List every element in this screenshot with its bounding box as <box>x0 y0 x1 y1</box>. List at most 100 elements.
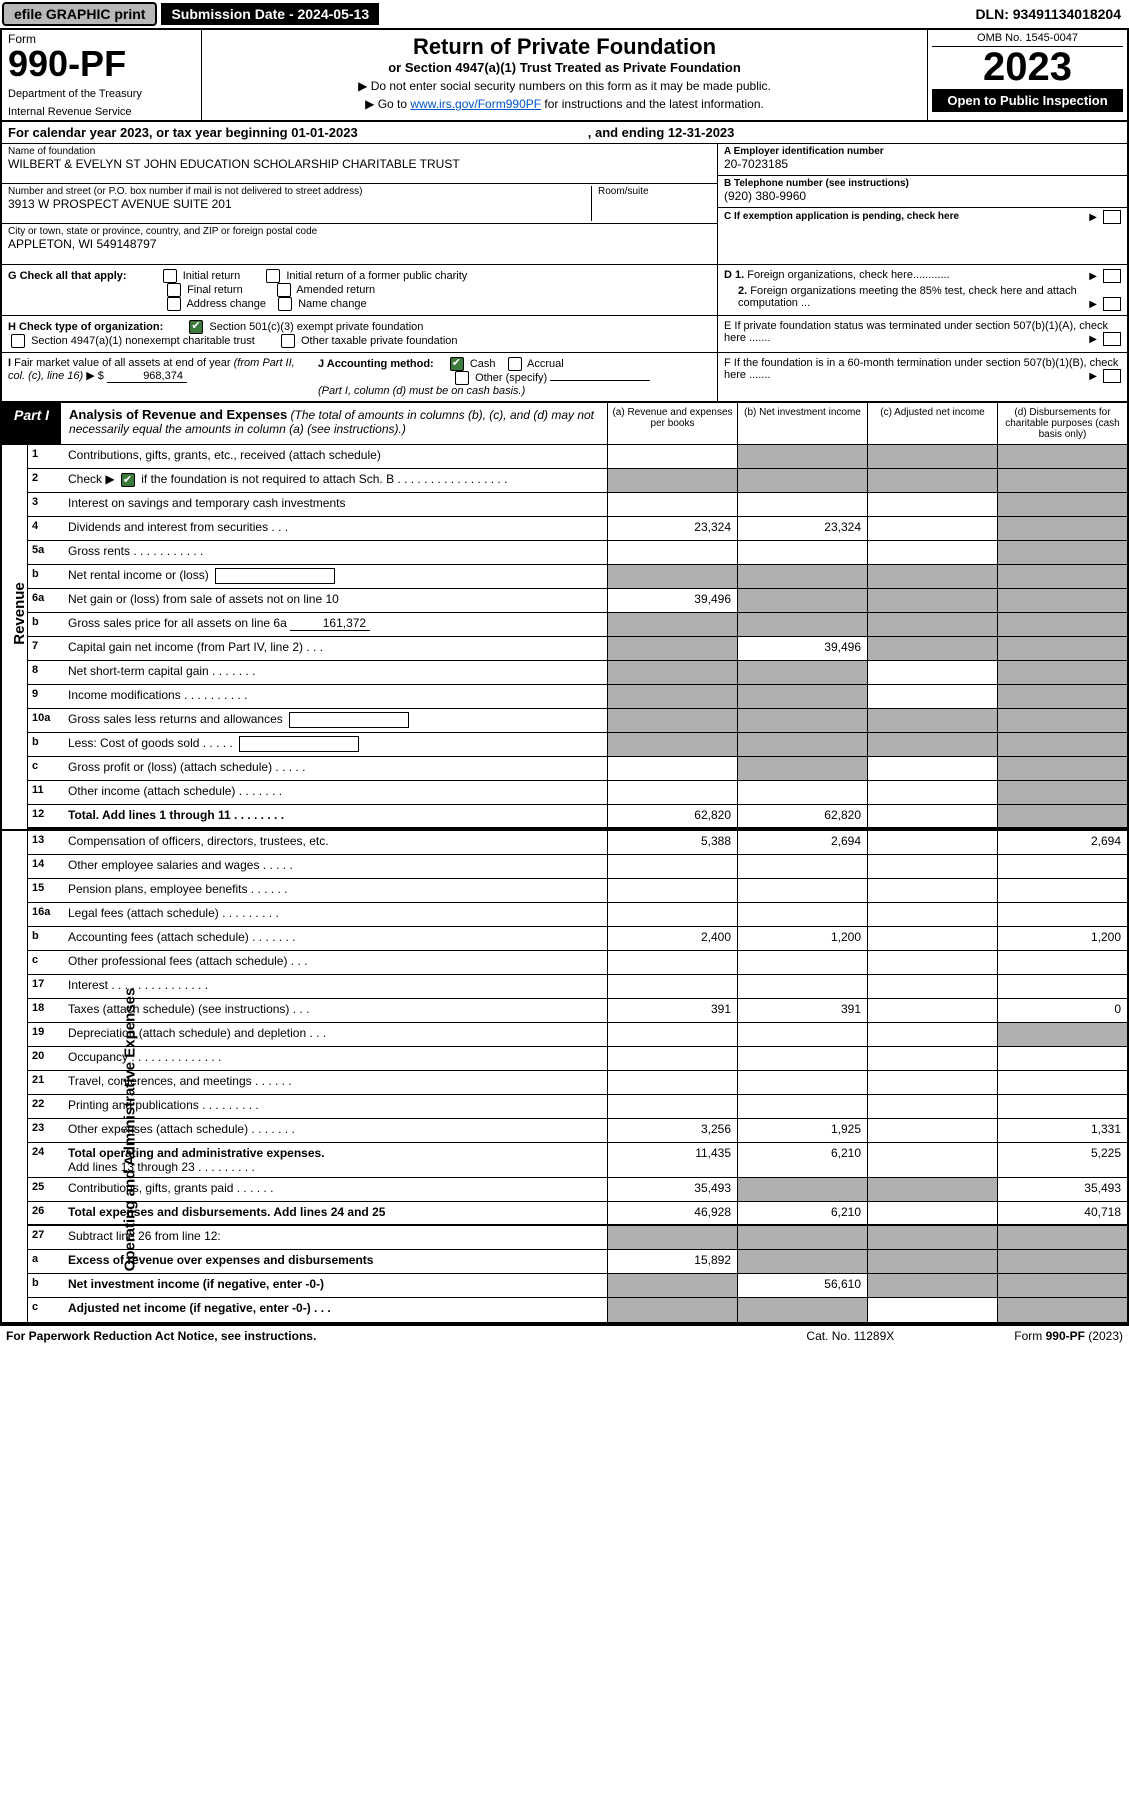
street-address: 3913 W PROSPECT AVENUE SUITE 201 <box>8 197 591 211</box>
line-10b: Less: Cost of goods sold . . . . . <box>64 733 607 756</box>
instr-1: ▶ Do not enter social security numbers o… <box>208 79 921 93</box>
ein-label: A Employer identification number <box>724 146 1121 157</box>
d1-checkbox[interactable] <box>1103 269 1121 283</box>
foundation-name: WILBERT & EVELYN ST JOHN EDUCATION SCHOL… <box>8 157 711 171</box>
room-label: Room/suite <box>598 186 711 197</box>
line-27: Subtract line 26 from line 12: <box>64 1226 607 1249</box>
line-16b: Accounting fees (attach schedule) . . . … <box>64 927 607 950</box>
j-note: (Part I, column (d) must be on cash basi… <box>318 385 525 397</box>
col-a-header: (a) Revenue and expenses per books <box>607 403 737 444</box>
submission-date: Submission Date - 2024-05-13 <box>161 3 379 25</box>
c-checkbox[interactable] <box>1103 210 1121 224</box>
tax-year: 2023 <box>932 47 1123 87</box>
tel-label: B Telephone number (see instructions) <box>724 178 1121 189</box>
line-23: Other expenses (attach schedule) . . . .… <box>64 1119 607 1142</box>
ein: 20-7023185 <box>724 157 1121 171</box>
irs: Internal Revenue Service <box>8 106 195 118</box>
addr-label: Number and street (or P.O. box number if… <box>8 186 591 197</box>
line-17: Interest . . . . . . . . . . . . . . . <box>64 975 607 998</box>
h-4947a1[interactable] <box>11 334 25 348</box>
line-20: Occupancy . . . . . . . . . . . . . . <box>64 1047 607 1070</box>
line-27b: Net investment income (if negative, ente… <box>64 1274 607 1297</box>
footer-form: Form 990-PF (2023) <box>1014 1329 1123 1343</box>
g-initial-former[interactable] <box>266 269 280 283</box>
j-accrual[interactable] <box>508 357 522 371</box>
calendar-year-text: For calendar year 2023, or tax year begi… <box>8 125 358 140</box>
line-15: Pension plans, employee benefits . . . .… <box>64 879 607 902</box>
g-address-change[interactable] <box>167 297 181 311</box>
line-27c: Adjusted net income (if negative, enter … <box>64 1298 607 1322</box>
city-state-zip: APPLETON, WI 549148797 <box>8 237 711 251</box>
line-9: Income modifications . . . . . . . . . . <box>64 685 607 708</box>
footer-left: For Paperwork Reduction Act Notice, see … <box>6 1329 316 1343</box>
col-b-header: (b) Net investment income <box>737 403 867 444</box>
col-c-header: (c) Adjusted net income <box>867 403 997 444</box>
expenses-label: Operating and Administrative Expenses <box>121 988 138 1272</box>
g-label: G Check all that apply: <box>8 270 127 282</box>
part1-title: Analysis of Revenue and Expenses (The to… <box>61 403 607 444</box>
open-public: Open to Public Inspection <box>932 89 1123 112</box>
irs-link[interactable]: www.irs.gov/Form990PF <box>410 97 541 111</box>
line-4: Dividends and interest from securities .… <box>64 517 607 540</box>
line-24: Total operating and administrative expen… <box>64 1143 607 1177</box>
form-number: 990-PF <box>8 46 195 82</box>
h-501c3[interactable] <box>189 320 203 334</box>
line-21: Travel, conferences, and meetings . . . … <box>64 1071 607 1094</box>
line-18: Taxes (attach schedule) (see instruction… <box>64 999 607 1022</box>
i-value: 968,374 <box>107 370 187 383</box>
line-22: Printing and publications . . . . . . . … <box>64 1095 607 1118</box>
calendar-year-ending: , and ending 12-31-2023 <box>588 125 735 140</box>
h-other-taxable[interactable] <box>281 334 295 348</box>
part1-label: Part I <box>2 403 61 444</box>
e-text: E If private foundation status was termi… <box>724 320 1108 344</box>
d2-text: Foreign organizations meeting the 85% te… <box>738 285 1077 309</box>
f-checkbox[interactable] <box>1103 369 1121 383</box>
d2-checkbox[interactable] <box>1103 297 1121 311</box>
f-text: F If the foundation is in a 60-month ter… <box>724 357 1118 381</box>
line-25: Contributions, gifts, grants paid . . . … <box>64 1178 607 1201</box>
line-10c: Gross profit or (loss) (attach schedule)… <box>64 757 607 780</box>
g-name-change[interactable] <box>278 297 292 311</box>
j-label: J Accounting method: <box>318 358 434 370</box>
line-7: Capital gain net income (from Part IV, l… <box>64 637 607 660</box>
line-6b: Gross sales price for all assets on line… <box>64 613 607 636</box>
d1-text: Foreign organizations, check here.......… <box>747 269 949 281</box>
efile-badge: efile GRAPHIC print <box>2 2 157 26</box>
telephone: (920) 380-9960 <box>724 189 1121 203</box>
j-cash[interactable] <box>450 357 464 371</box>
g-initial-return[interactable] <box>163 269 177 283</box>
line-1: Contributions, gifts, grants, etc., rece… <box>64 445 607 468</box>
footer-cat: Cat. No. 11289X <box>806 1329 894 1343</box>
g-final-return[interactable] <box>167 283 181 297</box>
schb-checkbox[interactable] <box>121 473 135 487</box>
e-checkbox[interactable] <box>1103 332 1121 346</box>
form-title: Return of Private Foundation <box>208 34 921 60</box>
g-amended-return[interactable] <box>277 283 291 297</box>
c-label: C If exemption application is pending, c… <box>724 211 959 222</box>
city-label: City or town, state or province, country… <box>8 226 711 237</box>
dept: Department of the Treasury <box>8 88 195 100</box>
revenue-label: Revenue <box>11 582 28 645</box>
line-16a: Legal fees (attach schedule) . . . . . .… <box>64 903 607 926</box>
h-label: H Check type of organization: <box>8 321 163 333</box>
line-8: Net short-term capital gain . . . . . . … <box>64 661 607 684</box>
line-5b: Net rental income or (loss) <box>64 565 607 588</box>
line-26: Total expenses and disbursements. Add li… <box>64 1202 607 1224</box>
line-2: Check ▶ if the foundation is not require… <box>64 469 607 492</box>
col-d-header: (d) Disbursements for charitable purpose… <box>997 403 1127 444</box>
name-label: Name of foundation <box>8 146 711 157</box>
j-other[interactable] <box>455 371 469 385</box>
line-11: Other income (attach schedule) . . . . .… <box>64 781 607 804</box>
line-27a: Excess of revenue over expenses and disb… <box>64 1250 607 1273</box>
line-3: Interest on savings and temporary cash i… <box>64 493 607 516</box>
form-subtitle: or Section 4947(a)(1) Trust Treated as P… <box>208 60 921 75</box>
instr-2: ▶ Go to www.irs.gov/Form990PF for instru… <box>208 97 921 111</box>
line-5a: Gross rents . . . . . . . . . . . <box>64 541 607 564</box>
line-10a: Gross sales less returns and allowances <box>64 709 607 732</box>
line-6a: Net gain or (loss) from sale of assets n… <box>64 589 607 612</box>
line-13: Compensation of officers, directors, tru… <box>64 831 607 854</box>
line-19: Depreciation (attach schedule) and deple… <box>64 1023 607 1046</box>
dln: DLN: 93491134018204 <box>969 4 1127 24</box>
line-14: Other employee salaries and wages . . . … <box>64 855 607 878</box>
line-16c: Other professional fees (attach schedule… <box>64 951 607 974</box>
